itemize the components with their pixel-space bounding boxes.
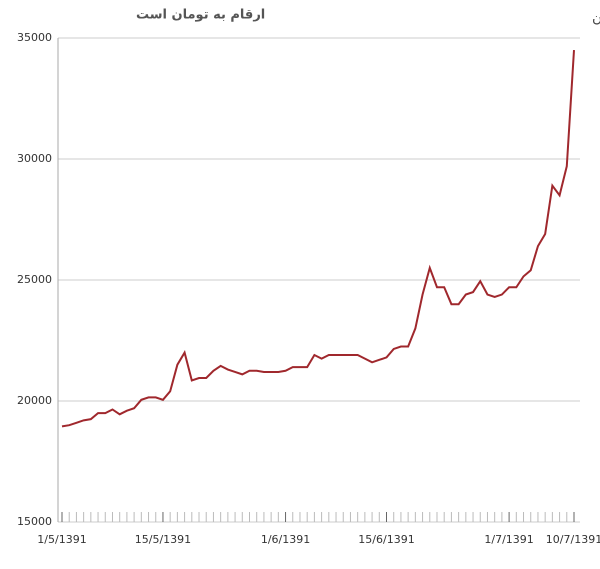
y-tick-label: 35000 — [17, 31, 52, 44]
y-tick-label: 25000 — [17, 273, 52, 286]
x-tick-label: 1/7/1391 — [484, 533, 533, 546]
chart-title: نوسانات قیمت دلار در ایران از مردادماه ت… — [592, 10, 600, 26]
x-tick-label: 10/7/1391 — [546, 533, 600, 546]
x-tick-label: 1/6/1391 — [261, 533, 310, 546]
x-tick-label: 15/5/1391 — [135, 533, 191, 546]
data-line — [61, 50, 575, 428]
y-tick-label: 30000 — [17, 152, 52, 165]
x-tick-label: 1/5/1391 — [37, 533, 86, 546]
x-tick-label: 15/6/1391 — [358, 533, 414, 546]
chart-subtitle: ارقام به تومان است — [136, 8, 265, 23]
y-tick-label: 20000 — [17, 394, 52, 407]
y-tick-label: 15000 — [17, 515, 52, 528]
